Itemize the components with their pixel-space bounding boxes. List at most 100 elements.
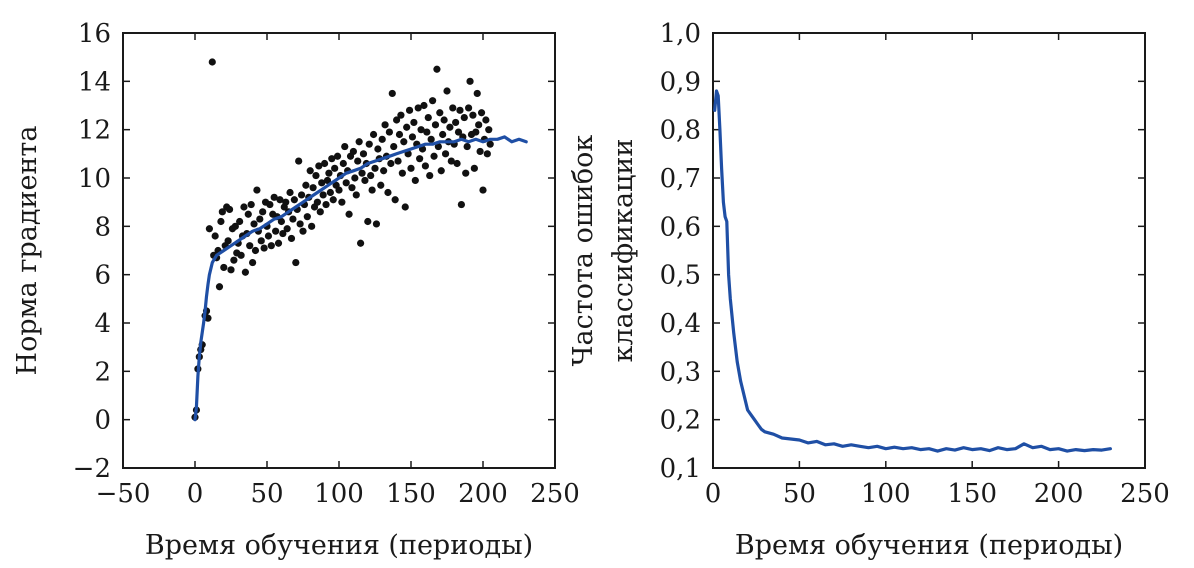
scatter-point [472, 128, 480, 136]
x-tick-label: 150 [947, 479, 997, 509]
scatter-point [270, 193, 278, 201]
scatter-point [417, 126, 425, 134]
x-tick-label: 0 [705, 479, 722, 509]
y-tick-label: 0,8 [660, 116, 701, 146]
y-tick-label: 16 [78, 19, 111, 49]
y-tick-label: 2 [94, 357, 111, 387]
scatter-point [453, 159, 461, 168]
y-tick-label: −2 [73, 454, 111, 484]
scatter-point [470, 164, 478, 172]
scatter-point [339, 159, 347, 168]
scatter-point [326, 188, 334, 197]
scatter-point [355, 138, 363, 146]
scatter-point [466, 77, 474, 85]
scatter-point [446, 123, 454, 131]
scatter-point [485, 126, 493, 134]
scatter-point [316, 208, 324, 216]
scatter-point [260, 244, 268, 252]
scatter-point [365, 140, 373, 148]
scatter-point [220, 263, 228, 272]
y-tick-label: 14 [78, 67, 111, 97]
scatter-point [460, 113, 468, 122]
scatter-point [424, 113, 432, 122]
y-tick-label: 12 [78, 116, 111, 146]
scatter-point [299, 227, 307, 235]
scatter-point [224, 237, 232, 245]
scatter-point [441, 150, 450, 158]
scatter-point [309, 184, 317, 192]
y-tick-label: 0,6 [660, 212, 701, 242]
scatter-point [215, 283, 224, 291]
scatter-point [297, 191, 306, 199]
scatter-point [393, 116, 401, 124]
scatter-point [483, 150, 491, 158]
scatter-point [408, 133, 417, 141]
scatter-point [429, 97, 437, 105]
gradient-norm-chart: −50 0 50 100 150 200 250 −2 0 2 4 6 8 10 12 14 16 Время о… [12, 19, 580, 561]
y-tick-label: 6 [94, 261, 111, 291]
scatter-point [259, 208, 267, 216]
x-tick-label: 250 [1120, 479, 1170, 509]
scatter-point [322, 200, 330, 209]
scatter-point [482, 116, 490, 124]
scatter-point [351, 174, 359, 182]
scatter-point [403, 123, 411, 131]
scatter-point [249, 258, 257, 267]
y-axis-title: Частота ошибок [568, 135, 599, 367]
scatter-point [352, 191, 360, 199]
scatter-point [354, 157, 362, 165]
plot-frame [712, 32, 1146, 469]
scatter-point [477, 109, 486, 117]
scatter-point [264, 232, 273, 240]
scatter-point [341, 142, 349, 151]
scatter-point [380, 167, 388, 175]
scatter-point [267, 242, 275, 250]
scatter-point [398, 169, 406, 177]
scatter-point [456, 106, 464, 114]
scatter-point [247, 200, 255, 209]
scatter-point [290, 196, 298, 204]
scatter-point [319, 191, 327, 199]
scatter-point [274, 239, 283, 247]
x-tick-label: 150 [386, 479, 436, 509]
scatter-point [390, 142, 398, 151]
y-tick-label: 0,2 [660, 406, 701, 436]
scatter-point [257, 237, 265, 245]
scatter-point [331, 164, 339, 172]
scatter-point [397, 111, 405, 119]
scatter-point [475, 121, 483, 129]
y-tick-label: 0 [94, 406, 111, 436]
scatter-point [244, 210, 252, 218]
scatter-point [253, 186, 261, 194]
scatter-point [454, 128, 463, 136]
scatter-point [385, 128, 393, 136]
scatter-point [447, 157, 455, 165]
scatter-point [256, 215, 264, 223]
scatter-point [369, 130, 378, 139]
scatter-point [414, 104, 422, 112]
scatter-point [377, 181, 385, 189]
scatter-point [279, 229, 287, 238]
x-axis-title: Время обучения (периоды) [735, 530, 1123, 561]
x-axis-title: Время обучения (периоды) [145, 530, 533, 561]
scatter-point [479, 186, 487, 194]
scatter-point [208, 58, 216, 66]
x-tick-label: 200 [458, 479, 508, 509]
scatter-point [426, 171, 434, 180]
y-tick-label: 0,7 [660, 164, 701, 194]
scatter-point [361, 176, 369, 185]
y-tick-label: 0,4 [660, 309, 701, 339]
scatter-point [335, 186, 343, 194]
scatter-point [287, 234, 296, 243]
scatter-point [400, 138, 408, 146]
scatter-point [308, 222, 316, 230]
scatter-point [381, 121, 389, 129]
scatter-point [302, 181, 310, 189]
scatter-point [348, 184, 356, 192]
scatter-point [358, 169, 366, 177]
scatter-point [387, 159, 395, 168]
x-tick-label: 250 [530, 479, 580, 509]
scatter-point [430, 152, 438, 160]
scatter-point [286, 188, 294, 197]
